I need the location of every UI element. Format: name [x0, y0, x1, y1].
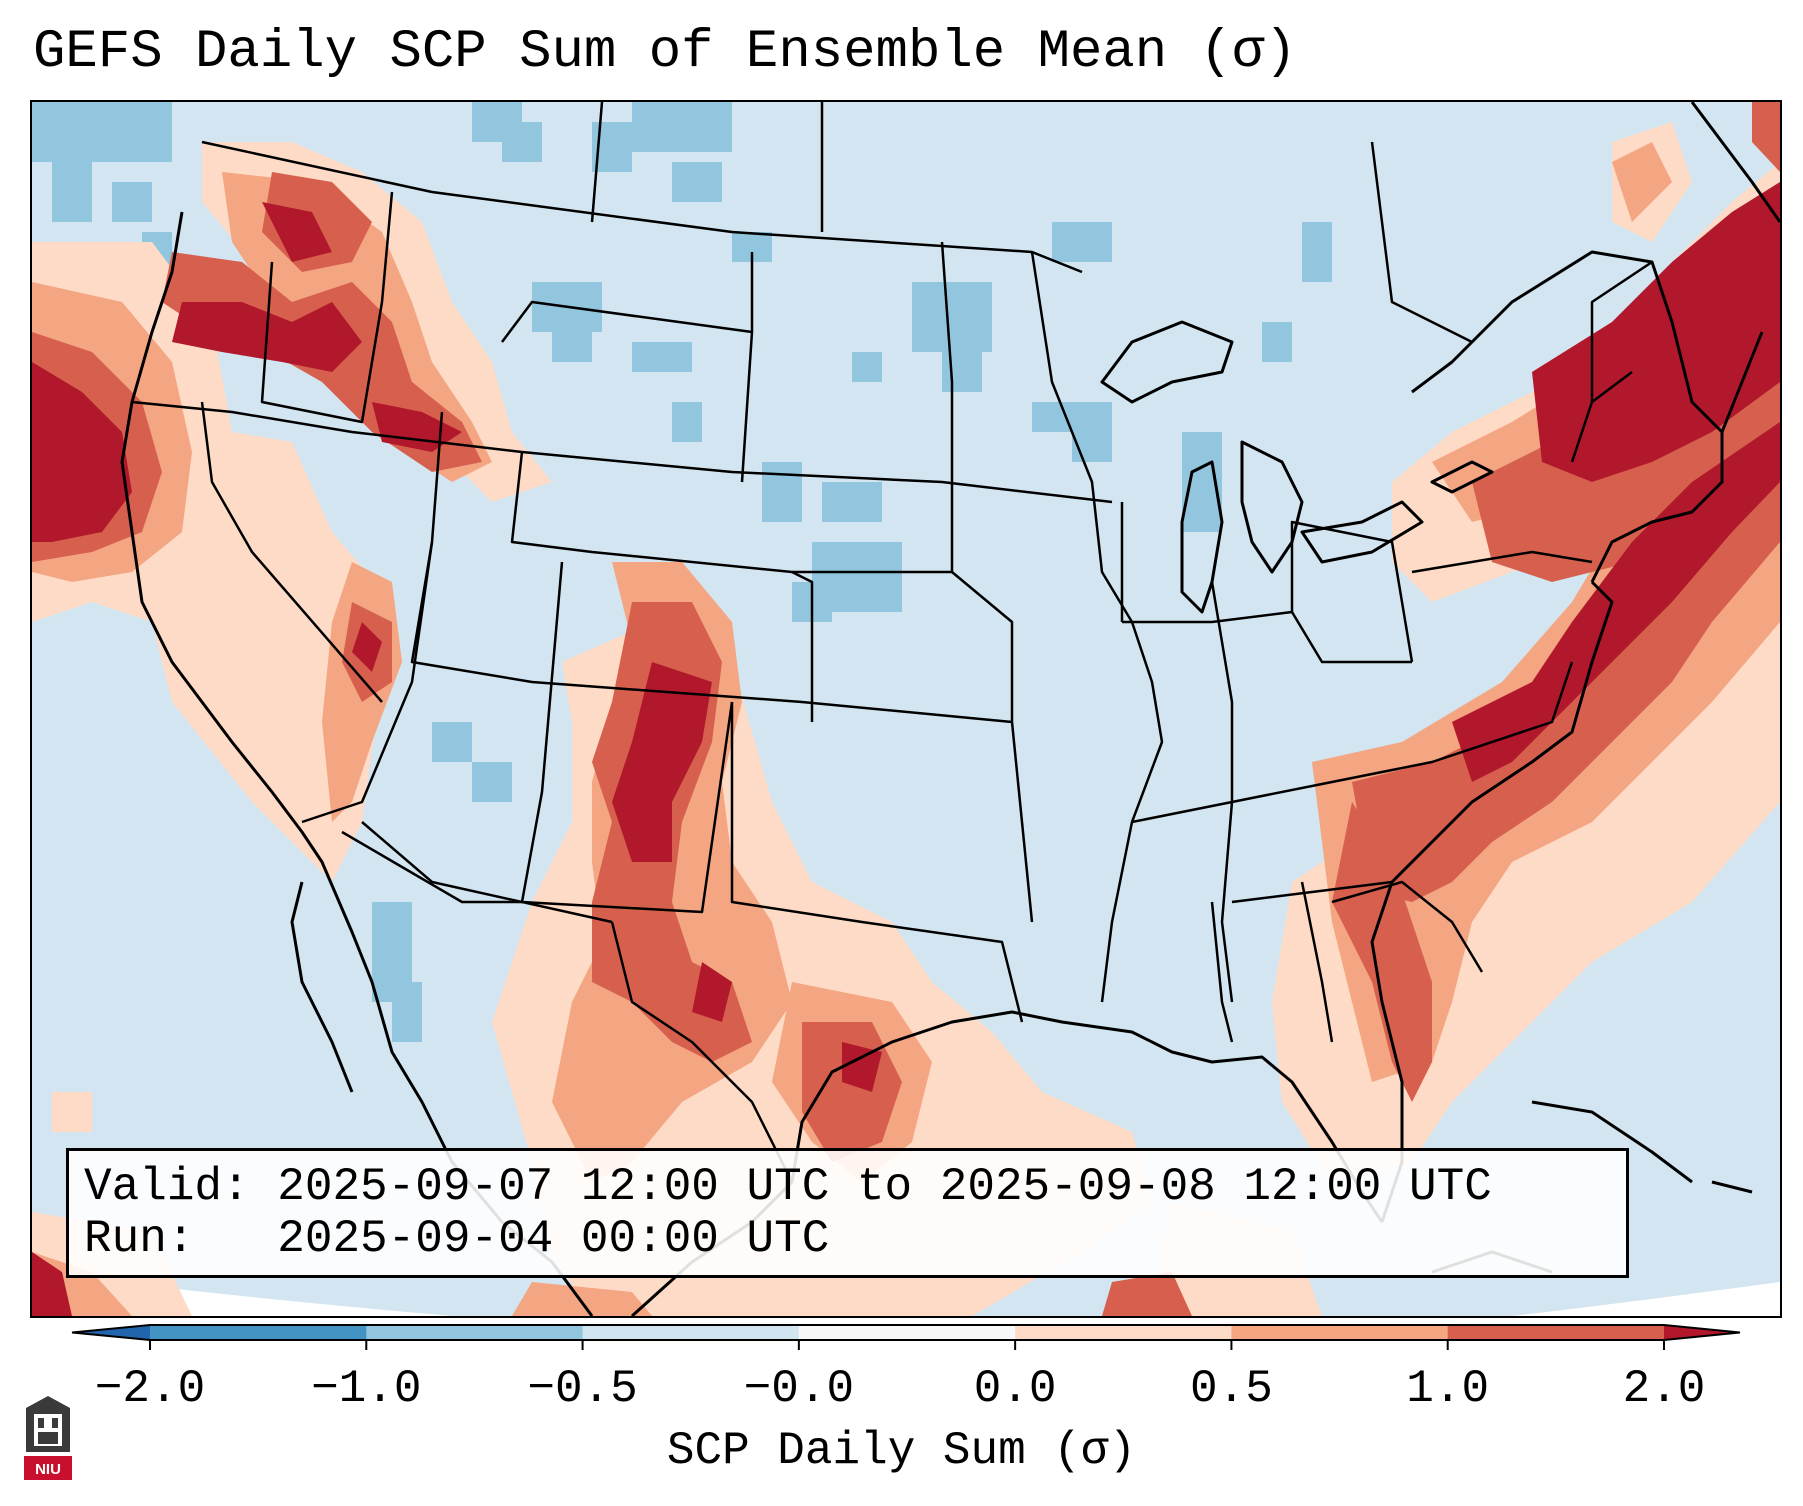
colorbar-segment	[1231, 1325, 1449, 1340]
colorbar-tick-label: −0.5	[527, 1363, 638, 1415]
country-borders	[361, 102, 1473, 924]
colorbar-tick-label: −1.0	[311, 1363, 422, 1415]
colorbar-segment	[366, 1325, 584, 1340]
domain-edge-right	[1512, 1282, 1780, 1316]
run-time-text: Run: 2025-09-04 00:00 UTC	[84, 1213, 830, 1265]
chart-title: GEFS Daily SCP Sum of Ensemble Mean (σ)	[33, 22, 1297, 83]
colorbar-extend-high	[1664, 1325, 1740, 1340]
map-panel	[30, 100, 1782, 1318]
colorbar-tick-label: 0.5	[1190, 1363, 1273, 1415]
colorbar-segment	[1447, 1325, 1665, 1340]
state-borders	[131, 140, 1653, 1183]
colorbar-tick-label: 1.0	[1406, 1363, 1490, 1415]
colorbar-segment	[150, 1325, 367, 1340]
colorbar-label: SCP Daily Sum (σ)	[666, 1425, 1137, 1477]
logo-text: NIU	[35, 1461, 61, 1478]
colorbar-tick-label: 2.0	[1622, 1363, 1706, 1415]
colorbar-segment	[582, 1325, 800, 1340]
colorbar-outline	[71, 1324, 1741, 1341]
scp-field-map	[32, 102, 1780, 1316]
valid-time-text: Valid: 2025-09-07 12:00 UTC to 2025-09-0…	[84, 1161, 1492, 1213]
colorbar-segment	[798, 1325, 1016, 1340]
colorbar-tick-label: 0.0	[973, 1363, 1057, 1415]
colorbar-segment	[1015, 1325, 1232, 1340]
colorbar-tick-label: −2.0	[94, 1363, 206, 1415]
colorbar-tick-label: −0.0	[743, 1363, 855, 1415]
valid-time-box: Valid: 2025-09-07 12:00 UTC to 2025-09-0…	[66, 1148, 1629, 1278]
niu-logo: NIU	[24, 1396, 72, 1480]
coastline-outline	[120, 102, 1780, 1316]
colorbar-extend-low	[72, 1325, 150, 1340]
